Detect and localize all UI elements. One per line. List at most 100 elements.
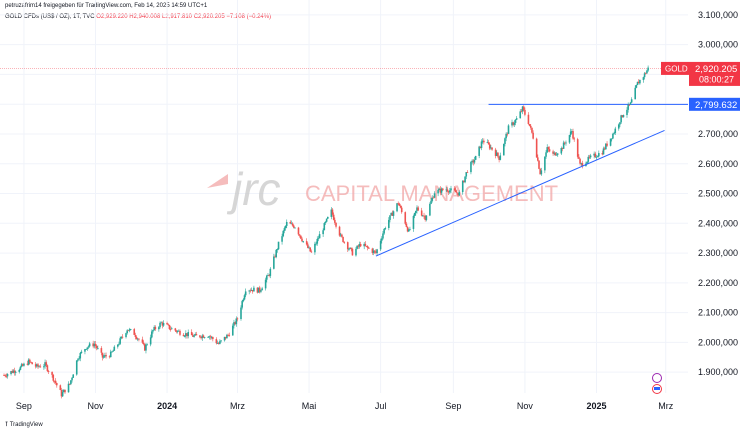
candle-body (97, 348, 99, 349)
candle-body (149, 337, 152, 345)
candle-body (622, 115, 625, 118)
candle-body (438, 188, 441, 190)
candle-body (470, 162, 472, 173)
candle-body (396, 203, 398, 212)
candle-body (53, 380, 56, 382)
candle-body (260, 290, 262, 292)
candle-body (365, 245, 368, 247)
candle-body (120, 336, 123, 339)
candle-body (580, 163, 583, 164)
candle-body (298, 234, 301, 236)
candle-body (564, 142, 566, 144)
candle-body (627, 104, 629, 110)
candle-body (166, 322, 168, 325)
candle-body (507, 125, 510, 134)
symbol-title[interactable]: GOLD CFDs (US$ / OZ), 1T, TVC (5, 14, 95, 20)
candle-body (138, 338, 140, 340)
candle-body (102, 356, 105, 358)
candle-body (512, 122, 514, 125)
candle-body (412, 215, 415, 229)
y-tick-label: 2.300,000 (698, 248, 738, 258)
candle-body (357, 245, 360, 247)
candle-body (547, 147, 550, 150)
candle-body (535, 138, 538, 158)
low-value: L2,917.810 (161, 14, 193, 20)
candle-body (392, 211, 395, 216)
candle-body (511, 122, 513, 126)
tv-brand-text: TradingView (9, 422, 43, 428)
candle-body (565, 142, 567, 144)
candle-body (146, 344, 148, 346)
candle-body (12, 370, 15, 373)
candle-body (389, 215, 391, 220)
candle-body (208, 336, 211, 338)
candle-body (617, 124, 620, 129)
candle-body (273, 256, 275, 269)
candle-body (433, 193, 436, 198)
candle-body (316, 238, 319, 244)
y-tick-label: 2.100,000 (698, 308, 738, 318)
candle-body (630, 99, 633, 103)
candle-body (342, 236, 344, 242)
candle-body (78, 358, 80, 360)
candle-body (251, 289, 254, 292)
candle-body (437, 189, 439, 194)
trend-line[interactable] (375, 129, 665, 257)
candle-body (285, 221, 288, 226)
candle-body (636, 81, 639, 86)
candle-body (126, 330, 128, 334)
candle-body (61, 392, 64, 397)
candle-body (216, 343, 219, 344)
candle-body (88, 343, 91, 347)
event-markers[interactable] (652, 373, 662, 394)
candle-body (628, 104, 631, 106)
candle-body (20, 364, 23, 367)
candle-body (161, 322, 164, 326)
candle-body (382, 233, 384, 239)
candle-body (614, 128, 617, 134)
candle-body (308, 247, 310, 249)
candle-body (368, 247, 370, 249)
candle-body (531, 127, 533, 133)
candle-body (231, 325, 234, 336)
candle-body (555, 154, 558, 156)
candle-body (43, 366, 45, 368)
candle-body (45, 362, 48, 366)
candle-body (380, 238, 383, 241)
candle-body (162, 322, 165, 326)
candle-body (515, 118, 518, 120)
candle-body (397, 203, 400, 205)
candle-body (379, 240, 382, 250)
candle-body (621, 115, 624, 118)
candle-body (219, 341, 221, 344)
candle-body (34, 364, 37, 367)
candle-body (176, 330, 179, 332)
candle-body (359, 244, 362, 247)
candle-body (31, 362, 33, 365)
candle-body (606, 143, 608, 146)
candle-body (94, 343, 97, 347)
candle-body (579, 158, 581, 164)
tradingview-logo[interactable]: ⊺ TradingView (5, 421, 43, 428)
last-price-tag: GOLD 2,920.205 08:00:27 (661, 61, 740, 86)
countdown-text: 08:00:27 (699, 74, 734, 84)
candle-body (46, 365, 49, 372)
candle-body (179, 330, 181, 335)
candle-body (80, 351, 83, 354)
symbol-tag: GOLD (665, 64, 688, 73)
candle-body (548, 149, 551, 152)
candle-body (464, 176, 466, 183)
candle-body (268, 275, 270, 276)
candle-body (322, 230, 324, 235)
candle-body (220, 340, 222, 342)
candle-body (488, 144, 491, 149)
candle-body (105, 355, 107, 357)
candle-body (494, 149, 497, 156)
candle-body (127, 330, 130, 332)
candle-body (39, 366, 42, 368)
candle-body (417, 207, 419, 211)
candle-body (234, 322, 236, 325)
candle-body (291, 223, 294, 226)
candle-body (64, 389, 66, 393)
